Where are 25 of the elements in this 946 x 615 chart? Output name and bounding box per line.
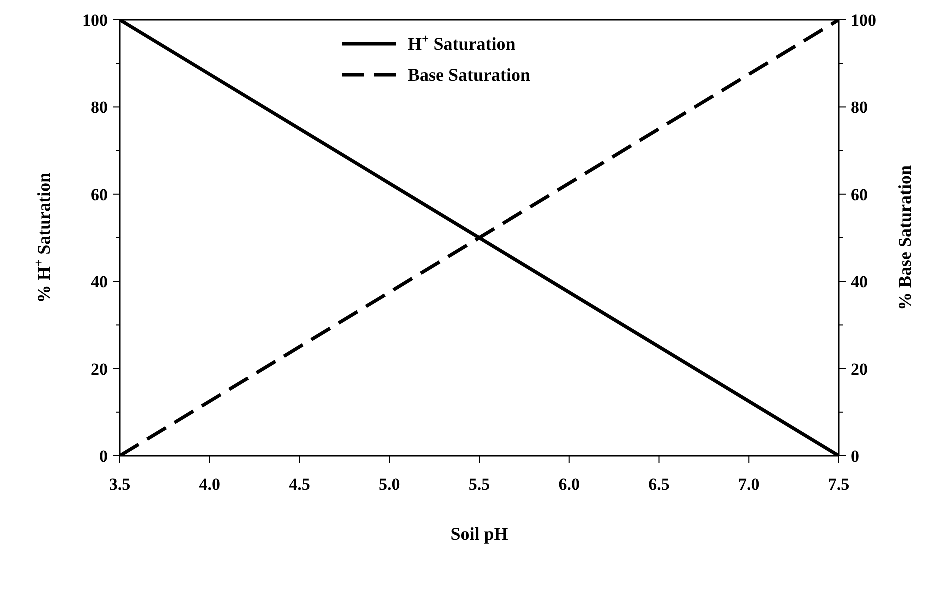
x-tick-label: 5.5	[468, 475, 490, 494]
y-tick-label: 80	[91, 98, 108, 118]
y-tick-label: 40	[91, 272, 108, 292]
y2-tick-label: 60	[851, 185, 868, 204]
y-tick-label: 0	[100, 447, 108, 466]
y2-tick-label: 100	[851, 11, 876, 30]
x-tick-label: 7.5	[828, 475, 850, 494]
y2-tick-label: 40	[851, 272, 868, 292]
y2-axis-title: % Base Saturation	[895, 165, 915, 311]
x-tick-label: 4.0	[199, 475, 220, 494]
x-tick-label: 3.5	[109, 475, 131, 494]
y-tick-label: 20	[91, 360, 108, 379]
x-tick-label: 7.0	[738, 475, 760, 494]
y2-tick-label: 0	[851, 447, 860, 466]
y2-tick-label: 20	[851, 360, 868, 379]
x-axis-title: Soil pH	[450, 524, 508, 544]
x-tick-label: 5.0	[379, 475, 400, 494]
x-tick-label: 4.5	[289, 475, 310, 494]
x-tick-label: 6.0	[558, 475, 580, 494]
legend-label: Base Saturation	[408, 65, 531, 85]
y2-tick-label: 80	[851, 98, 868, 118]
y-tick-label: 100	[82, 11, 108, 30]
y-tick-label: 60	[91, 185, 108, 204]
legend-label: H$^{+}$ Saturation	[408, 32, 516, 54]
x-tick-label: 6.5	[648, 475, 670, 494]
